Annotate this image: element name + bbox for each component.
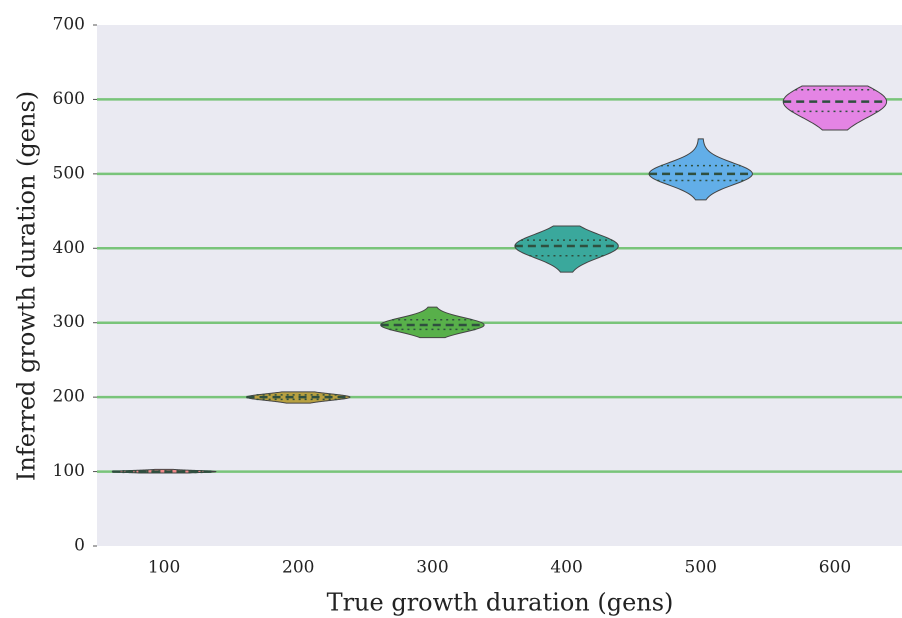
y-axis-label: Inferred growth duration (gens)	[13, 91, 41, 481]
plot-area	[97, 25, 902, 546]
y-tick-label: 100	[53, 461, 85, 481]
x-axis-label: True growth duration (gens)	[327, 589, 674, 617]
x-tick-label: 300	[416, 558, 448, 578]
y-tick-label: 300	[53, 312, 85, 332]
y-tick-label: 0	[74, 536, 85, 556]
y-tick-label: 200	[53, 387, 85, 407]
x-tick-label: 500	[685, 558, 717, 578]
y-tick-label: 700	[53, 15, 85, 35]
x-tick-label: 600	[819, 558, 851, 578]
x-tick-label: 100	[148, 558, 180, 578]
y-tick-label: 600	[53, 89, 85, 109]
x-tick-label: 200	[282, 558, 314, 578]
violin-body	[782, 85, 888, 131]
violin-body	[648, 138, 753, 201]
violin-body	[380, 306, 485, 339]
plot-layer	[97, 85, 902, 474]
y-tick-label: 400	[53, 238, 85, 258]
y-tick-label: 500	[53, 163, 85, 183]
x-tick-label: 400	[550, 558, 582, 578]
